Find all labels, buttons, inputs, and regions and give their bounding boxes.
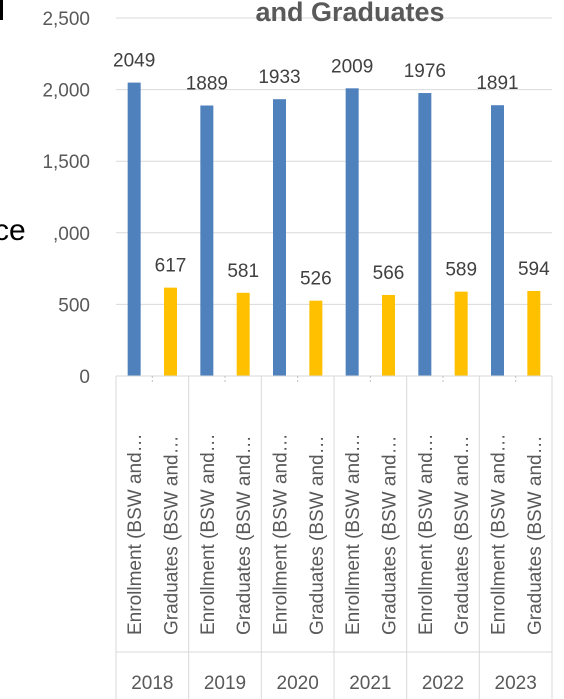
group-label: 2019: [204, 673, 246, 694]
data-label: 1933: [258, 67, 300, 88]
y-tick-label: 2,000: [42, 81, 90, 102]
bars: [127, 82, 541, 377]
data-label: 526: [300, 269, 332, 290]
bar-graduates: [309, 300, 323, 376]
data-label: 1889: [186, 73, 228, 94]
category-label: Graduates (BSW and…: [380, 435, 401, 635]
cut-off-text-fragment: ce: [0, 214, 26, 247]
y-tick-label: 2,500: [42, 9, 90, 30]
category-label: Graduates (BSW and…: [452, 435, 473, 635]
bar-enrollment: [200, 105, 214, 376]
data-label: 2049: [113, 51, 155, 72]
data-label: 617: [155, 256, 187, 277]
data-label: 1891: [476, 73, 518, 94]
category-label: Enrollment (BSW and…: [125, 433, 146, 635]
group-labels: 2018 2019 2020 2021 2022 2023: [131, 673, 537, 694]
data-label: 1976: [404, 61, 446, 82]
category-label: Enrollment (BSW and…: [198, 433, 219, 635]
data-label: 581: [227, 261, 259, 282]
bar-graduates: [454, 291, 468, 376]
category-label: Graduates (BSW and…: [234, 435, 255, 635]
bar-graduates: [236, 292, 250, 376]
category-label: Enrollment (BSW and…: [343, 433, 364, 635]
group-label: 2020: [277, 673, 319, 694]
category-labels: Enrollment (BSW and… Graduates (BSW and… E…: [125, 433, 546, 635]
y-axis-ticks: 0 500 ,000 1,500 2,000 2,500: [42, 9, 90, 388]
category-label: Graduates (BSW and…: [162, 435, 183, 635]
chart-title: and Graduates: [255, 0, 444, 27]
gridlines: [116, 17, 552, 305]
data-label: 566: [373, 263, 405, 284]
data-label: 589: [445, 260, 477, 281]
data-label: 2009: [331, 56, 373, 77]
category-label: Graduates (BSW and…: [525, 435, 546, 635]
y-tick-label: 1,500: [42, 152, 90, 173]
cut-off-text-bar: [0, 0, 3, 20]
category-label: Enrollment (BSW and…: [489, 433, 510, 635]
group-label: 2018: [131, 673, 173, 694]
data-labels: 2049 617 1889 581 1933 526 2009 566 1976 589 1891 5…: [113, 51, 550, 290]
category-label: Enrollment (BSW and…: [271, 433, 292, 635]
bar-graduates: [164, 287, 177, 376]
bar-enrollment: [273, 99, 286, 376]
y-tick-label: 500: [58, 295, 90, 316]
bar-enrollment: [345, 88, 359, 376]
bar-enrollment: [418, 93, 432, 376]
data-label: 594: [518, 259, 550, 280]
group-label: 2023: [495, 673, 537, 694]
bar-graduates: [527, 290, 541, 376]
bar-graduates: [382, 294, 395, 376]
category-label: Graduates (BSW and…: [307, 435, 328, 635]
y-tick-label: 0: [79, 367, 90, 388]
category-label: Enrollment (BSW and…: [416, 433, 437, 635]
group-label: 2022: [422, 673, 464, 694]
x-axis: [115, 375, 553, 699]
bar-enrollment: [491, 105, 504, 376]
y-tick-label: ,000: [53, 224, 90, 245]
bar-enrollment: [127, 82, 141, 377]
group-label: 2021: [349, 673, 391, 694]
